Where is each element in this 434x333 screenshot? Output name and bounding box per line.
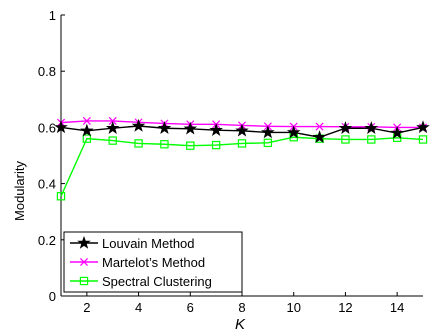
- x-tick-label: 10: [286, 300, 300, 315]
- data-point: [54, 120, 68, 134]
- y-tick-label: 0.4: [38, 177, 56, 192]
- x-tick-label: 12: [338, 300, 352, 315]
- y-tick-label: 0.2: [38, 233, 56, 248]
- legend-marker: [79, 276, 89, 286]
- legend-label: Louvain Method: [102, 236, 195, 251]
- legend-entry: Martelot’s Method: [70, 255, 205, 270]
- data-point: [263, 138, 273, 148]
- data-point: [418, 135, 428, 144]
- y-tick-label: 0: [49, 289, 56, 304]
- legend-marker: [77, 235, 91, 249]
- legend-label: Martelot’s Method: [102, 255, 205, 270]
- data-point: [286, 125, 301, 139]
- data-point: [416, 120, 430, 134]
- data-point: [157, 121, 172, 134]
- y-tick-label: 0.6: [38, 120, 56, 135]
- data-point: [186, 141, 195, 150]
- x-tick-label: 4: [135, 300, 142, 315]
- data-point: [312, 130, 327, 143]
- data-point: [261, 125, 275, 139]
- legend-entry: Spectral Clustering: [70, 274, 212, 289]
- data-point: [211, 140, 221, 150]
- x-tick-label: 8: [238, 300, 245, 315]
- data-point: [338, 121, 353, 134]
- y-tick-label: 1: [49, 8, 56, 23]
- data-point: [160, 140, 169, 149]
- x-tick-label: 6: [187, 300, 194, 315]
- y-axis-label: Modularity: [12, 161, 27, 221]
- data-point: [105, 121, 120, 134]
- legend: Louvain Method Martelot’s Method Spectral …: [63, 231, 243, 293]
- data-point: [390, 125, 404, 139]
- data-point: [341, 135, 350, 144]
- data-point: [108, 136, 117, 145]
- data-point: [237, 139, 247, 148]
- data-point: [235, 123, 249, 137]
- data-point: [108, 116, 117, 125]
- x-tick-label: 14: [390, 300, 404, 315]
- data-point: [183, 121, 198, 135]
- legend-marker: [79, 257, 89, 267]
- data-point: [209, 123, 223, 136]
- data-point: [80, 123, 94, 137]
- data-point: [82, 134, 92, 143]
- data-point: [131, 118, 146, 132]
- data-point: [82, 116, 91, 125]
- x-axis-label: K: [235, 316, 246, 333]
- data-point: [364, 121, 379, 134]
- series-spectral-clustering: [56, 133, 428, 201]
- data-point: [56, 192, 66, 201]
- y-tick-label: 0.8: [38, 64, 56, 79]
- x-tick-label: 2: [83, 300, 90, 315]
- data-point: [315, 122, 324, 131]
- series-line: [60, 136, 424, 197]
- data-point: [134, 139, 143, 148]
- series-louvain-method: [54, 118, 430, 143]
- data-point: [367, 135, 376, 144]
- legend-label: Spectral Clustering: [102, 274, 212, 289]
- legend-entry: Louvain Method: [70, 235, 195, 251]
